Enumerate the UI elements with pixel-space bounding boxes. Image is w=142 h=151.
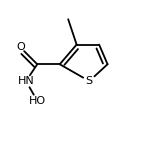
- Text: HN: HN: [18, 76, 34, 86]
- Text: O: O: [16, 42, 25, 52]
- Text: S: S: [86, 76, 93, 86]
- Text: HO: HO: [29, 96, 46, 106]
